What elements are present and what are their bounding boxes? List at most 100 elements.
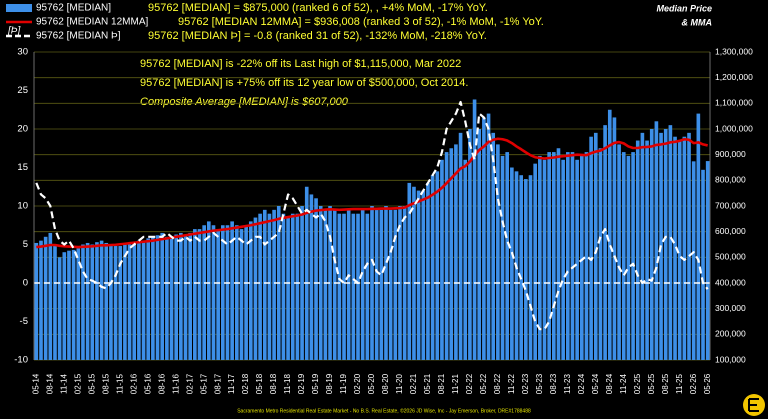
x-tick-label: 02-19 — [297, 373, 306, 394]
bar — [430, 175, 435, 360]
x-tick-label: 05-24 — [591, 373, 600, 394]
bar — [603, 125, 607, 361]
x-tick-label: 11-17 — [227, 374, 236, 394]
x-tick-label: 02-16 — [129, 373, 138, 394]
bar — [295, 213, 300, 360]
bar — [617, 144, 621, 360]
x-tick-label: 02-23 — [521, 373, 530, 394]
bar — [183, 234, 188, 360]
x-tick-label: 11-21 — [451, 374, 460, 394]
y2-tick-label: 500,000 — [715, 252, 746, 262]
x-tick-label: 05-19 — [311, 373, 320, 394]
bar — [388, 209, 393, 360]
bar — [701, 169, 705, 360]
y-tick-label: 0 — [23, 278, 28, 289]
bar — [211, 225, 216, 360]
x-tick-label: 02-21 — [409, 373, 418, 394]
bar — [99, 240, 104, 360]
bar — [705, 161, 710, 360]
bar — [593, 132, 598, 360]
x-tick-label: 08-18 — [269, 373, 278, 394]
bar — [174, 234, 179, 360]
y2-tick-label: 1,100,000 — [715, 98, 753, 108]
y-tick-label: 10 — [17, 201, 28, 212]
bar — [458, 132, 463, 360]
bar — [412, 186, 416, 360]
x-tick-label: 08-14 — [45, 373, 54, 394]
y2-tick-label: 700,000 — [715, 200, 746, 210]
bar — [668, 125, 673, 361]
bar — [155, 235, 160, 360]
bar — [193, 229, 197, 360]
bar — [449, 148, 454, 360]
bar — [137, 240, 141, 360]
bar — [663, 129, 668, 360]
x-tick-label: 08-24 — [605, 373, 614, 394]
x-tick-label: 08-15 — [101, 373, 110, 394]
y2-tick-label: 900,000 — [715, 149, 746, 159]
bar — [500, 155, 505, 360]
x-tick-label: 05-18 — [255, 373, 264, 394]
bar — [113, 246, 118, 360]
bar — [95, 242, 99, 360]
bar — [314, 198, 318, 360]
bar — [579, 155, 584, 360]
y-tick-label: 30 — [17, 47, 28, 58]
x-tick-label: 11-16 — [171, 374, 180, 394]
bar — [216, 229, 220, 360]
bar — [607, 109, 612, 360]
x-tick-label: 11-15 — [115, 374, 124, 394]
bar — [505, 152, 510, 360]
bar — [374, 209, 379, 360]
y2-tick-label: 400,000 — [715, 277, 746, 287]
bar — [39, 240, 43, 360]
bar — [468, 129, 472, 360]
bar — [62, 252, 67, 360]
bar — [463, 159, 468, 360]
x-tick-label: 08-20 — [381, 373, 390, 394]
bar — [272, 209, 276, 360]
bar — [202, 225, 206, 360]
bar — [286, 217, 290, 360]
bar — [34, 242, 39, 360]
bar — [454, 144, 458, 360]
chart-title: Median Price — [656, 3, 712, 13]
bar — [332, 209, 337, 360]
x-tick-label: 05-23 — [535, 373, 544, 394]
x-tick-label: 11-25 — [675, 374, 684, 394]
x-tick-label: 05-26 — [703, 373, 712, 394]
bar — [379, 209, 384, 360]
y2-tick-label: 600,000 — [715, 226, 746, 236]
bar — [304, 186, 309, 360]
bar — [482, 117, 486, 360]
bar — [43, 236, 48, 360]
bar — [239, 229, 244, 360]
annotation: Composite Average [MEDIAN] is $607,000 — [140, 96, 349, 108]
bar — [337, 213, 342, 360]
bar — [253, 217, 258, 360]
bar — [281, 213, 286, 360]
y-tick-label: -5 — [20, 316, 28, 327]
bar — [141, 240, 146, 360]
bar — [356, 213, 360, 360]
bar — [169, 236, 174, 360]
bar — [421, 190, 426, 360]
bar — [649, 129, 654, 360]
bar — [631, 152, 635, 360]
x-tick-label: 08-21 — [437, 373, 446, 394]
bar — [67, 250, 71, 360]
x-tick-label: 08-17 — [213, 373, 222, 394]
y2-tick-label: 200,000 — [715, 329, 746, 339]
bar — [538, 155, 542, 360]
bar — [486, 113, 491, 360]
bar — [197, 229, 202, 360]
x-tick-label: 05-20 — [367, 373, 376, 394]
bar — [267, 213, 272, 360]
bar — [570, 152, 575, 360]
annotation: 95762 [MEDIAN] is +75% off its 12 year l… — [140, 77, 468, 89]
legend-label: 95762 [MEDIAN] — [36, 3, 111, 14]
bar — [444, 152, 449, 360]
bar — [687, 132, 691, 360]
bar — [435, 171, 440, 360]
